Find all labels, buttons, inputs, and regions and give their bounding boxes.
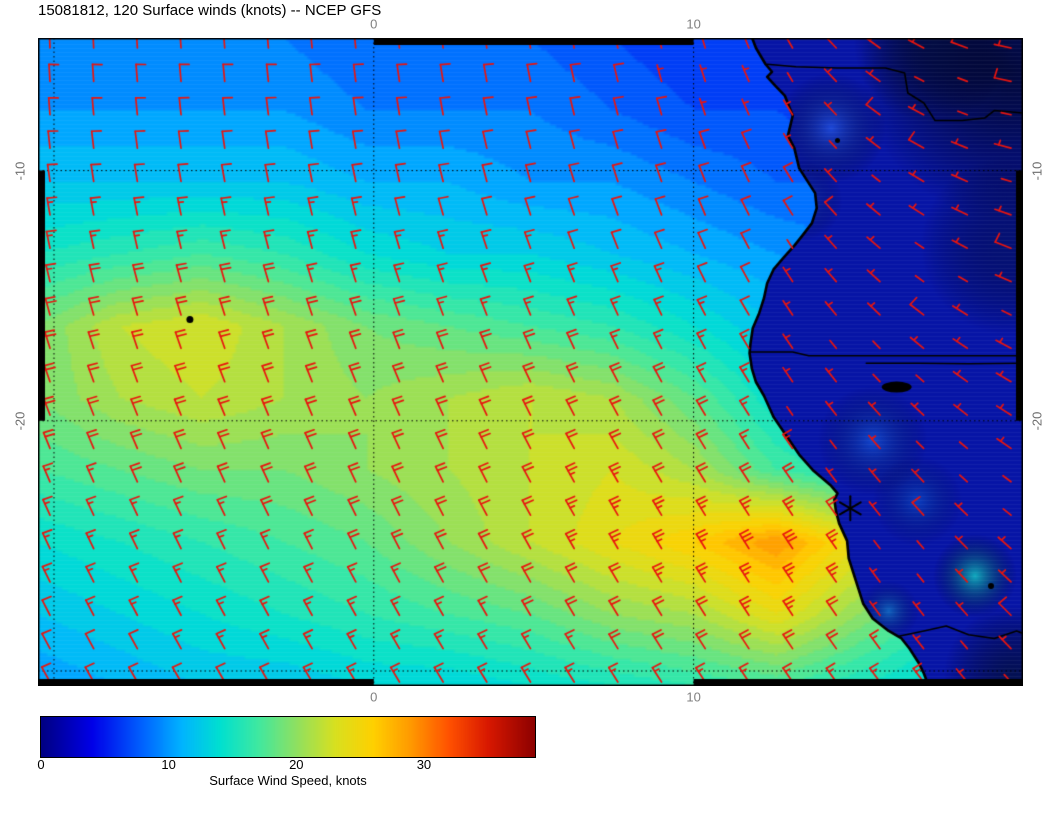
- axis-tick-label: -10: [1029, 161, 1045, 180]
- colorbar-tick-label: 20: [289, 757, 304, 772]
- axis-tick-label: -20: [1029, 411, 1045, 431]
- colorbar-tick-label: 30: [416, 757, 432, 772]
- colorbar: [40, 716, 536, 758]
- map-plot: [38, 38, 1023, 686]
- axis-tick-label: 0: [370, 689, 378, 705]
- axis-tick-label: 0: [370, 16, 378, 32]
- axis-tick-label: 10: [686, 16, 701, 32]
- colorbar-tick-label: 0: [37, 757, 45, 772]
- wind-map-canvas: [38, 38, 1023, 686]
- colorbar-tick-label: 10: [161, 757, 176, 772]
- colorbar-label: Surface Wind Speed, knots: [209, 773, 367, 788]
- axis-tick-label: -10: [12, 161, 28, 180]
- axis-tick-label: 10: [686, 689, 701, 705]
- axis-tick-label: -20: [12, 411, 28, 431]
- plot-title: 15081812, 120 Surface winds (knots) -- N…: [38, 2, 382, 19]
